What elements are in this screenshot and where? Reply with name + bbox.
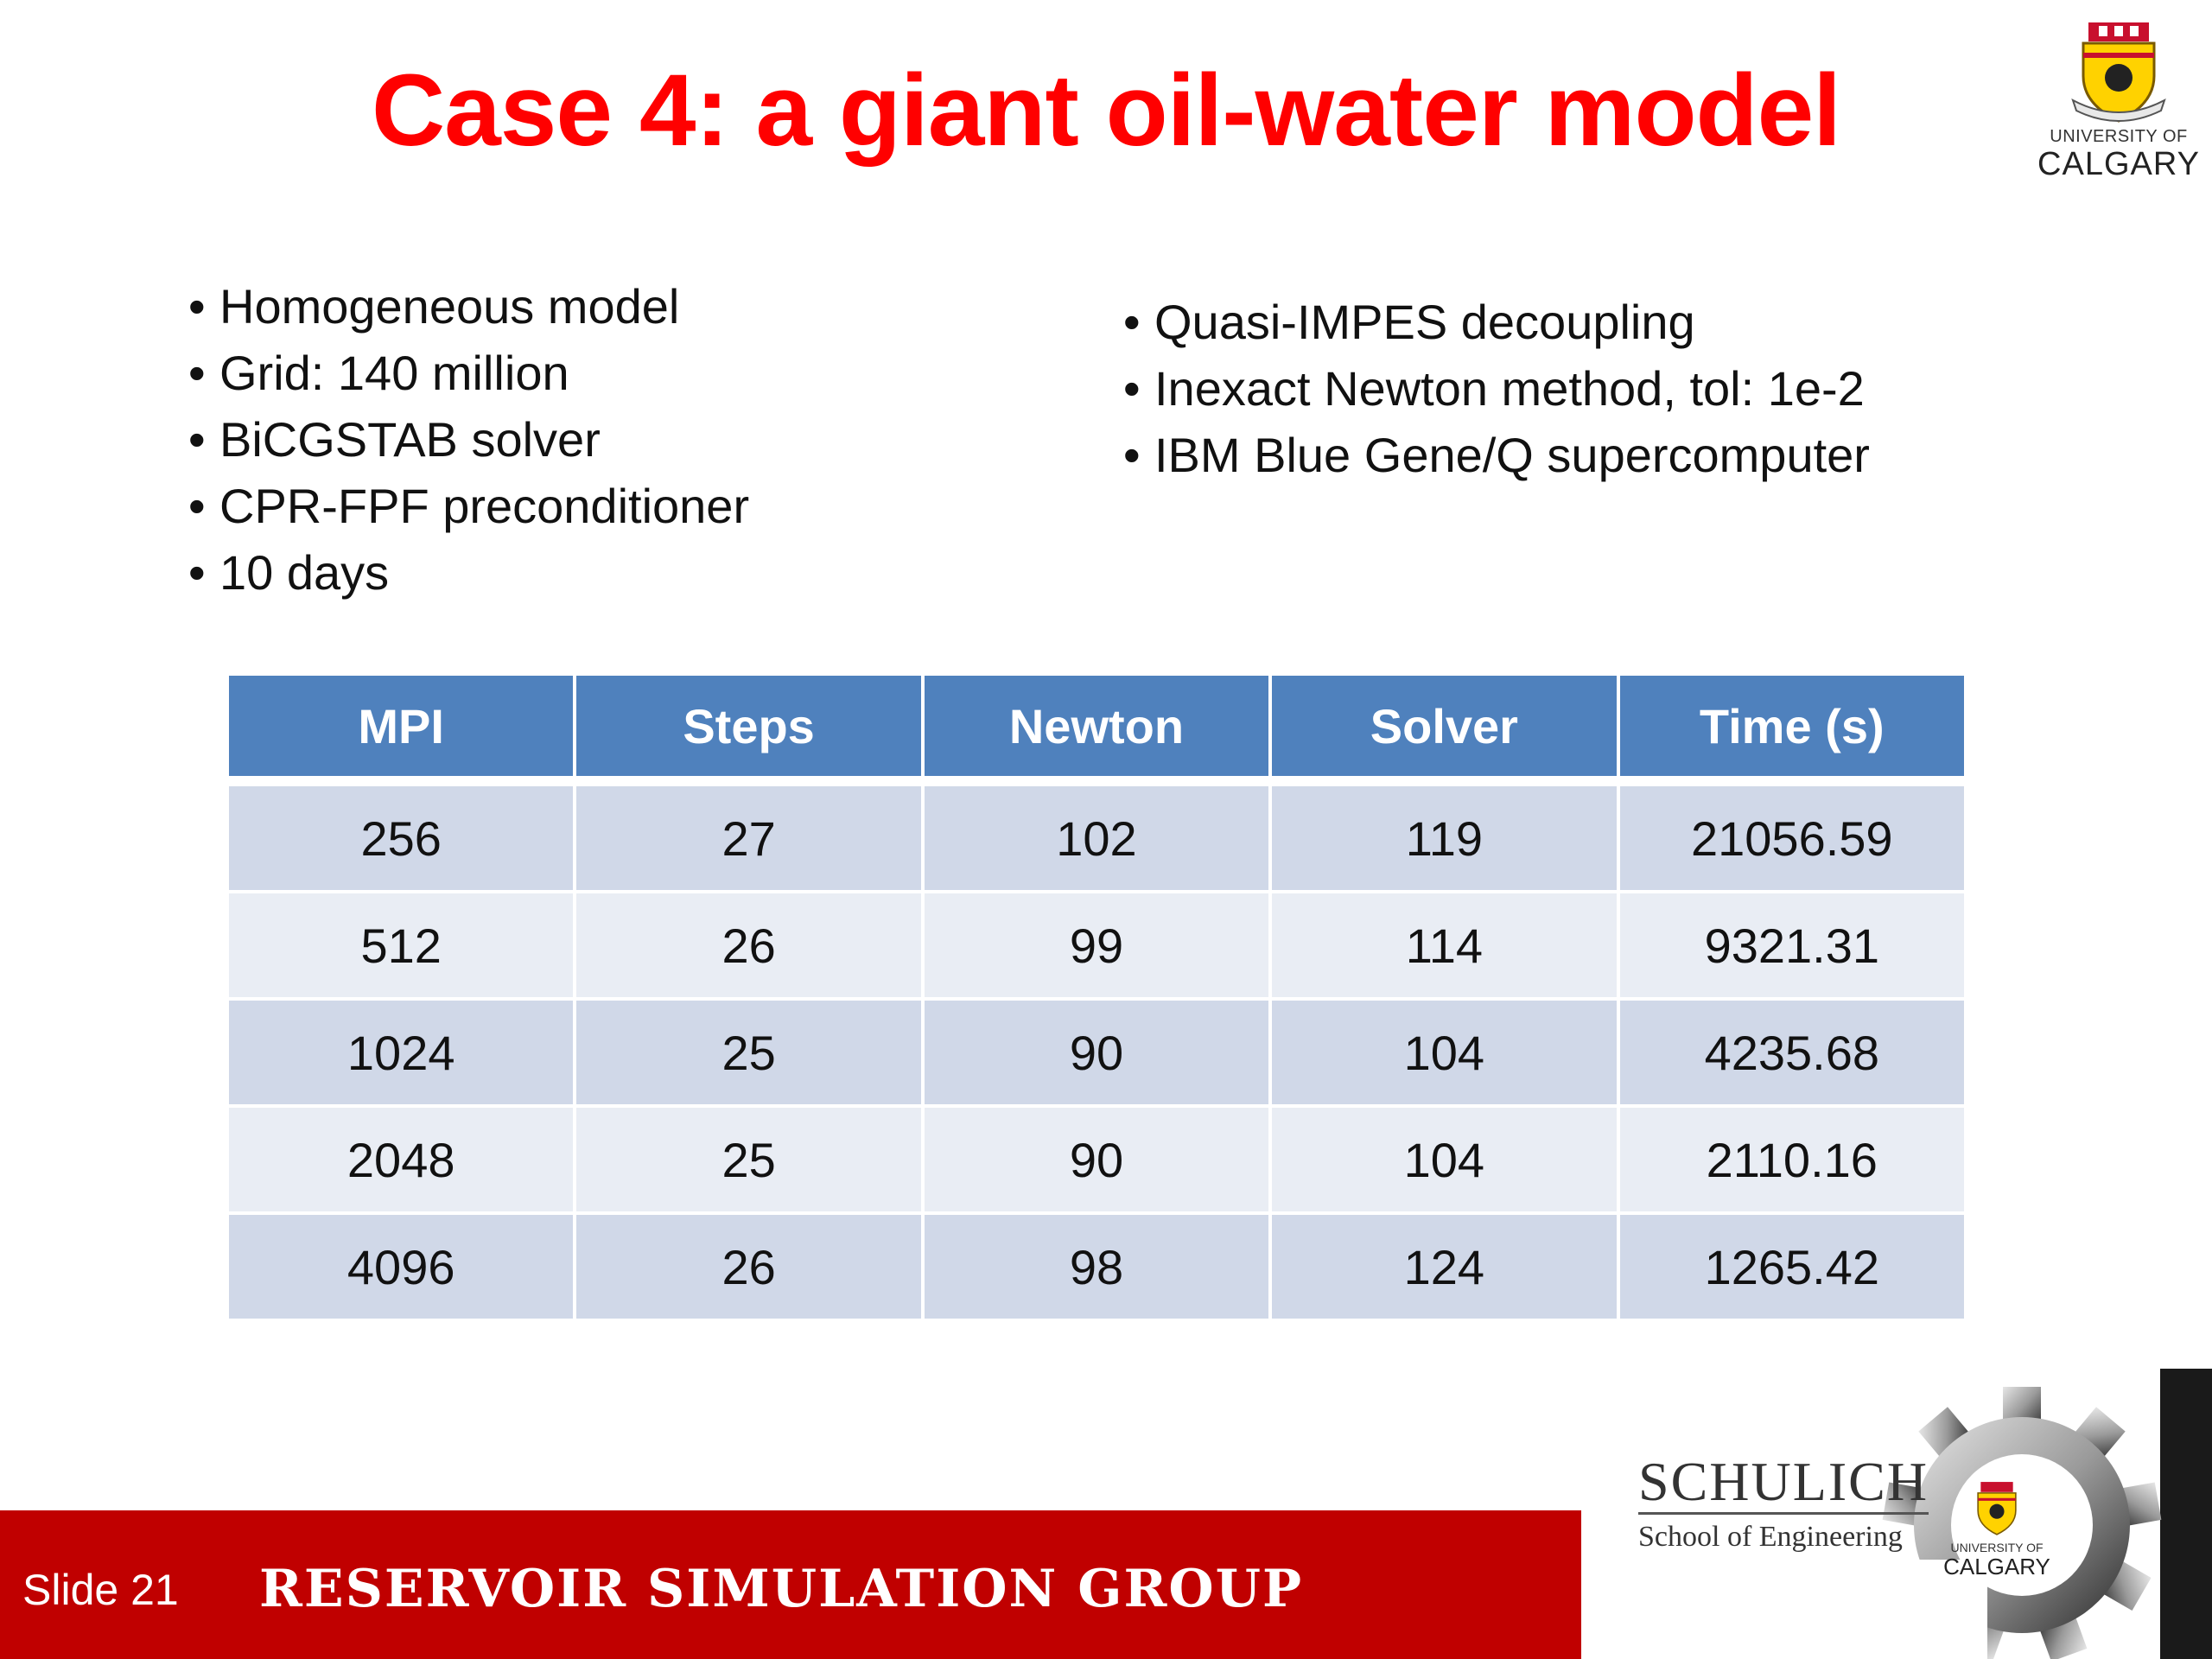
- table-cell: 90: [924, 997, 1269, 1104]
- bullet-text: Homogeneous model: [219, 279, 680, 334]
- table-cell: 25: [576, 997, 921, 1104]
- column-header-time: Time (s): [1619, 676, 1964, 783]
- table-cell: 99: [924, 890, 1269, 997]
- university-logo: UNIVERSITY OF CALGARY: [2032, 21, 2205, 194]
- bullet-item: • Inexact Newton method, tol: 1e-2: [1123, 355, 1870, 422]
- bullet-text: Inexact Newton method, tol: 1e-2: [1154, 361, 1865, 416]
- university-name-line2: CALGARY: [1943, 1554, 2050, 1580]
- bullet-text: BiCGSTAB solver: [219, 412, 601, 467]
- schulich-logo: SCHULICH School of Engineering: [1638, 1452, 1929, 1554]
- bullet-text: CPR-FPF preconditioner: [219, 479, 750, 533]
- bullet-item: • Grid: 140 million: [188, 340, 749, 406]
- university-crest-icon: [2071, 22, 2166, 123]
- column-header-steps: Steps: [576, 676, 921, 783]
- table-cell: 102: [924, 783, 1269, 890]
- group-name: RESERVOIR SIMULATION GROUP: [259, 1559, 1304, 1619]
- table-cell: 1024: [229, 997, 574, 1104]
- table-cell: 26: [576, 1211, 921, 1319]
- bullet-dot: •: [188, 545, 206, 600]
- bullet-dot: •: [188, 279, 206, 334]
- bullet-dot: •: [1123, 428, 1141, 482]
- table-cell: 4235.68: [1619, 997, 1964, 1104]
- bullet-item: • Homogeneous model: [188, 273, 749, 340]
- bullet-dot: •: [1123, 295, 1141, 349]
- bullet-item: • CPR-FPF preconditioner: [188, 473, 749, 539]
- table-header-row: MPI Steps Newton Solver Time (s): [229, 676, 1964, 783]
- bullet-item: • IBM Blue Gene/Q supercomputer: [1123, 422, 1870, 488]
- bullet-text: Quasi-IMPES decoupling: [1154, 295, 1695, 349]
- slide-number: Slide 21: [22, 1566, 179, 1614]
- table-row: 2048 25 90 104 2110.16: [229, 1104, 1964, 1211]
- bullet-item: • 10 days: [188, 539, 749, 606]
- column-header-newton: Newton: [924, 676, 1269, 783]
- table-cell: 1265.42: [1619, 1211, 1964, 1319]
- table-cell: 98: [924, 1211, 1269, 1319]
- bullet-dot: •: [1123, 361, 1141, 416]
- table-cell: 119: [1272, 783, 1617, 890]
- university-logo-small: UNIVERSITY OF CALGARY: [1941, 1481, 2053, 1579]
- bullet-text: IBM Blue Gene/Q supercomputer: [1154, 428, 1870, 482]
- table-cell: 104: [1272, 1104, 1617, 1211]
- schulich-name: SCHULICH: [1638, 1451, 1929, 1512]
- table-cell: 26: [576, 890, 921, 997]
- bullet-dot: •: [188, 479, 206, 533]
- bullet-text: 10 days: [219, 545, 390, 600]
- table-cell: 21056.59: [1619, 783, 1964, 890]
- table-cell: 9321.31: [1619, 890, 1964, 997]
- footer-bar: [0, 1510, 1581, 1659]
- table-cell: 512: [229, 890, 574, 997]
- table-row: 256 27 102 119 21056.59: [229, 783, 1964, 890]
- university-name-line1: UNIVERSITY OF: [2050, 127, 2188, 146]
- table-cell: 4096: [229, 1211, 574, 1319]
- table-row: 1024 25 90 104 4235.68: [229, 997, 1964, 1104]
- table-cell: 2110.16: [1619, 1104, 1964, 1211]
- column-header-mpi: MPI: [229, 676, 574, 783]
- slide-title: Case 4: a giant oil-water model: [371, 54, 1841, 168]
- table-cell: 124: [1272, 1211, 1617, 1319]
- university-crest-icon: [1977, 1482, 2017, 1535]
- table-cell: 90: [924, 1104, 1269, 1211]
- table-cell: 104: [1272, 997, 1617, 1104]
- table-row: 4096 26 98 124 1265.42: [229, 1211, 1964, 1319]
- bullet-list-left: • Homogeneous model • Grid: 140 million • B…: [188, 273, 749, 606]
- table-cell: 25: [576, 1104, 921, 1211]
- gear-icon: [1882, 1387, 2162, 1659]
- schulich-subtitle: School of Engineering: [1638, 1512, 1929, 1554]
- table-cell: 2048: [229, 1104, 574, 1211]
- bullet-item: • BiCGSTAB solver: [188, 406, 749, 473]
- university-name-line1: UNIVERSITY OF: [1950, 1541, 2044, 1554]
- results-table: MPI Steps Newton Solver Time (s) 256 27 …: [226, 676, 1967, 1319]
- table-row: 512 26 99 114 9321.31: [229, 890, 1964, 997]
- university-name-line2: CALGARY: [2037, 146, 2200, 182]
- table-cell: 256: [229, 783, 574, 890]
- bullet-text: Grid: 140 million: [219, 346, 569, 400]
- bullet-dot: •: [188, 346, 206, 400]
- table-cell: 27: [576, 783, 921, 890]
- bullet-dot: •: [188, 412, 206, 467]
- table-cell: 114: [1272, 890, 1617, 997]
- bullet-list-right: • Quasi-IMPES decoupling • Inexact Newton …: [1123, 289, 1870, 488]
- footer-right-bar: [2160, 1369, 2212, 1659]
- bullet-item: • Quasi-IMPES decoupling: [1123, 289, 1870, 355]
- column-header-solver: Solver: [1272, 676, 1617, 783]
